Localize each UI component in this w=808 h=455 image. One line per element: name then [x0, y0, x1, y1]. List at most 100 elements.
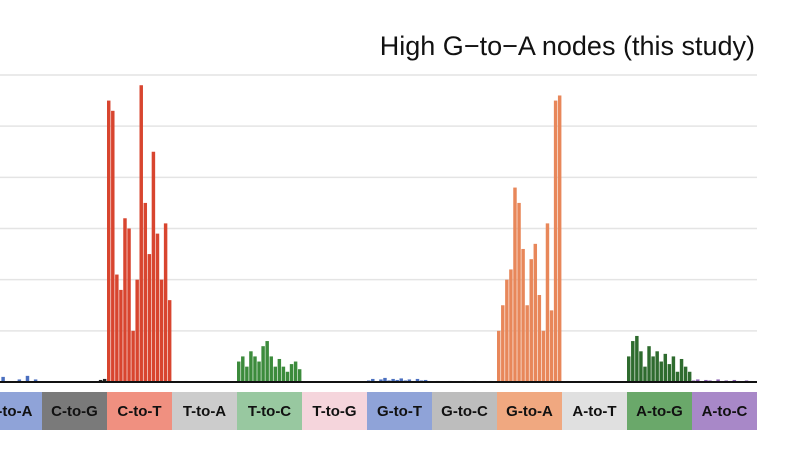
bar [395, 379, 399, 382]
bar [143, 202, 148, 382]
bar [371, 378, 375, 382]
bar [639, 351, 643, 382]
group-label: A-to-G [636, 403, 683, 420]
bar [1, 376, 5, 382]
bar [257, 361, 261, 382]
bar [25, 375, 30, 382]
group-label: G-to-C [441, 403, 488, 420]
bar [513, 187, 517, 382]
group-label-box [497, 392, 562, 430]
bar [261, 346, 265, 382]
bar [643, 366, 647, 382]
bar [525, 305, 529, 382]
bar [423, 379, 428, 382]
bar [391, 378, 395, 382]
bar [245, 366, 249, 382]
bar [131, 330, 135, 382]
bar [249, 351, 253, 382]
bar [716, 379, 720, 382]
bar [521, 248, 525, 382]
bar [655, 351, 659, 382]
bar [285, 371, 290, 382]
group-label: T-to-C [248, 403, 291, 420]
group-label-box [692, 392, 757, 430]
bar [399, 378, 403, 382]
group-label: C-to-G [51, 403, 98, 420]
bar [241, 356, 245, 382]
group-label: A-to-T [572, 403, 616, 420]
bar [293, 361, 298, 382]
bar [155, 233, 160, 382]
group-label-box [237, 392, 302, 430]
bar [549, 310, 554, 382]
bar [545, 223, 550, 382]
bar [651, 356, 655, 382]
group-label-box [42, 392, 107, 430]
bar [627, 356, 631, 382]
bar [667, 364, 672, 382]
group-label: T-to-A [183, 403, 226, 420]
bar [269, 356, 273, 382]
bar [383, 377, 387, 382]
bar [159, 279, 164, 382]
group-label-box [562, 392, 627, 430]
bar [281, 366, 286, 382]
group-label-box [172, 392, 237, 430]
group-label-box [367, 392, 432, 430]
group-label: A-to-C [702, 403, 748, 420]
bar [635, 335, 639, 382]
bar [509, 269, 513, 382]
bar [102, 378, 107, 382]
bar [289, 364, 294, 382]
group-label: C-to-T [117, 403, 161, 420]
bar [663, 353, 668, 382]
bar [253, 356, 257, 382]
bar [151, 151, 156, 382]
bar [529, 259, 533, 382]
bar [517, 202, 521, 382]
bar [505, 279, 509, 382]
bar [553, 100, 558, 382]
chart-title: High G−to−A nodes (this study) [380, 31, 755, 61]
bar [33, 379, 38, 382]
bar [557, 95, 562, 382]
bar [167, 300, 172, 382]
bar [501, 305, 505, 382]
bar [123, 218, 127, 382]
bar [683, 366, 688, 382]
group-label: G-to-T [377, 403, 422, 420]
bar [17, 379, 22, 382]
bar [127, 228, 131, 382]
bar [135, 279, 139, 382]
bar [407, 379, 412, 382]
bar [297, 369, 302, 382]
bar [379, 379, 383, 382]
bar [415, 378, 420, 382]
bar [115, 274, 119, 382]
bar [631, 341, 635, 382]
bar [679, 358, 684, 382]
bar [537, 295, 542, 382]
bar [111, 110, 115, 383]
bar [696, 379, 700, 382]
bar [98, 379, 103, 382]
bar [277, 358, 282, 382]
bar [732, 379, 737, 382]
group-label-box [432, 392, 497, 430]
bar [671, 356, 676, 382]
bar [675, 371, 680, 382]
bar [237, 361, 241, 382]
group-label-box [302, 392, 367, 430]
group-label: C-to-A [0, 403, 33, 420]
bar [659, 361, 663, 382]
group-label-box [0, 392, 42, 430]
bar [541, 330, 546, 382]
group-label: G-to-A [506, 403, 553, 420]
bar [533, 243, 538, 382]
group-label-box [627, 392, 692, 430]
bar [497, 330, 501, 382]
bar [119, 289, 123, 382]
group-label: T-to-G [312, 403, 356, 420]
bar [687, 371, 692, 382]
